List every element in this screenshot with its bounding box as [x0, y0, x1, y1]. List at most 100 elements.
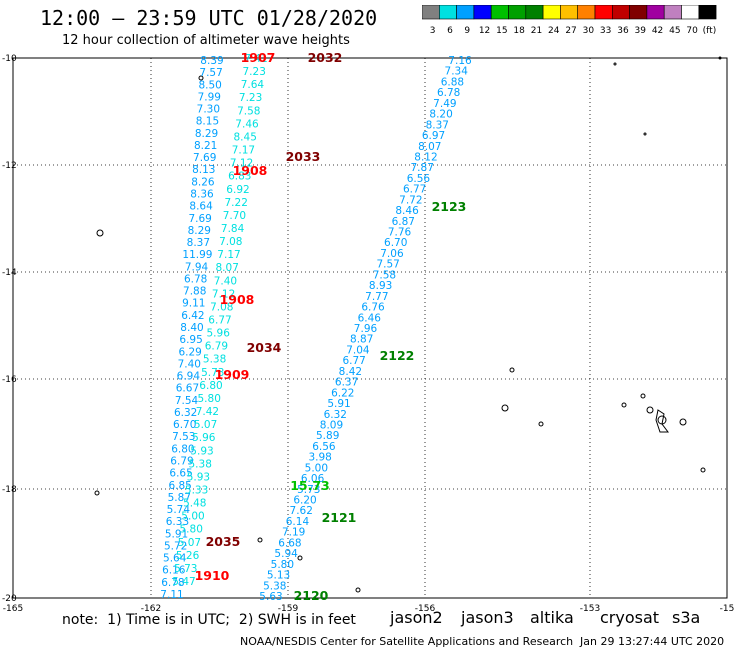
- wave-height-value: 8.07: [216, 262, 239, 274]
- wave-height-value: 7.46: [235, 118, 259, 130]
- wave-height-value: 7.76: [388, 227, 412, 239]
- wave-height-value: 6.80: [171, 443, 194, 455]
- wave-height-value: 5.64: [163, 553, 187, 565]
- wave-height-value: 7.08: [219, 236, 242, 248]
- x-tick-label: -153: [580, 604, 600, 614]
- wave-height-value: 7.70: [223, 210, 246, 222]
- wave-height-value: 8.29: [188, 225, 211, 237]
- wave-height-value: 5.91: [165, 528, 188, 540]
- wave-height-value: 7.49: [433, 98, 456, 110]
- x-tick-label: -156: [415, 604, 436, 614]
- wave-height-value: 8.93: [369, 280, 392, 292]
- wave-height-value: 7.94: [185, 261, 209, 273]
- wave-height-value: 7.58: [373, 269, 396, 281]
- wave-height-value: 6.95: [179, 334, 202, 346]
- wave-height-value: 8.50: [198, 79, 221, 91]
- wave-height-value: 6.32: [324, 409, 347, 421]
- wave-height-value: 5.38: [189, 458, 212, 470]
- wave-height-value: 5.93: [187, 471, 210, 483]
- wave-height-value: 6.76: [361, 302, 385, 314]
- wave-height-value: 5.80: [271, 559, 294, 571]
- wave-height-value: 6.22: [331, 387, 354, 399]
- wave-height-value: 5.96: [207, 328, 231, 340]
- wave-height-value: 6.32: [174, 407, 197, 419]
- wave-height-value: 7.11: [160, 589, 183, 601]
- pass-time-label: 2033: [286, 149, 321, 164]
- wave-height-value: 7.42: [196, 406, 219, 418]
- footer-note: note: 1) Time is in UTC; 2) SWH is in fe…: [62, 612, 356, 628]
- wave-height-value: 6.85: [168, 480, 191, 492]
- wave-height-value: 6.77: [208, 315, 231, 327]
- wave-height-value: 5.47: [172, 576, 195, 588]
- wave-height-value: 5.73: [297, 484, 320, 496]
- y-tick-label: -18: [2, 485, 17, 495]
- wave-height-value: 7.17: [232, 145, 255, 157]
- wave-height-value: 8.37: [187, 237, 210, 249]
- wave-height-value: 6.78: [161, 577, 184, 589]
- wave-height-value: 5.26: [176, 550, 200, 562]
- wave-height-value: 6.29: [178, 346, 201, 358]
- wave-height-value: 8.13: [192, 164, 215, 176]
- wave-height-value: 7.87: [411, 162, 434, 174]
- wave-height-value: 8.64: [189, 201, 213, 213]
- legend-swatch: [698, 5, 717, 20]
- pass-time-label: 2121: [322, 510, 357, 525]
- legend-label: 45: [669, 26, 680, 36]
- wave-height-value: 7.41: [244, 53, 267, 65]
- wave-height-value: 7.88: [183, 286, 206, 298]
- wave-height-value: 6.92: [226, 184, 249, 196]
- island-outlines: [94, 56, 722, 593]
- wave-height-value: 9.11: [182, 298, 205, 310]
- wave-height-value: 6.87: [392, 216, 415, 228]
- grid-lines: [13, 58, 727, 598]
- legend-label: 42: [652, 26, 663, 36]
- wave-height-value: 8.26: [191, 176, 215, 188]
- wave-height-value: 6.77: [342, 355, 365, 367]
- wave-height-value: 7.64: [241, 79, 265, 91]
- wave-height-value: 8.36: [190, 189, 214, 201]
- legend-sat-jason3: jason3: [461, 608, 514, 627]
- legend-label: 21: [531, 26, 542, 36]
- wave-height-value: 6.06: [301, 473, 325, 485]
- x-tick-label: -165: [3, 604, 23, 614]
- wave-height-value: 8.39: [200, 55, 223, 67]
- wave-height-value: 6.77: [403, 184, 426, 196]
- wave-height-value: 7.96: [354, 323, 378, 335]
- wave-height-value: 6.97: [422, 130, 445, 142]
- legend-label: 18: [513, 26, 525, 36]
- color-legend: 3 6 9 12 15 18 21 24 27 30 33 36 39 42 45 70 (ft): [422, 5, 717, 36]
- wave-height-value: 6.68: [278, 537, 301, 549]
- wave-height-value: 5.80: [180, 524, 203, 536]
- wave-height-value: 5.93: [190, 445, 213, 457]
- legend-sat-altika: altika: [530, 608, 574, 627]
- wave-height-value: 5.63: [259, 591, 282, 603]
- legend-label: 3: [430, 26, 436, 36]
- wave-height-value: 8.45: [234, 131, 257, 143]
- x-tick-label: -159: [278, 604, 299, 614]
- wave-height-value: 3.98: [308, 452, 331, 464]
- legend-label: (ft): [703, 26, 717, 36]
- wave-height-value: 5.13: [267, 570, 290, 582]
- wave-height-value: 8.42: [339, 366, 362, 378]
- legend-label: 27: [565, 26, 576, 36]
- legend-label: 30: [583, 26, 595, 36]
- wave-height-value: 7.19: [282, 527, 305, 539]
- legend-sat-jason2: jason2: [390, 608, 443, 627]
- wave-height-value: 7.58: [237, 105, 260, 117]
- wave-height-value: 5.48: [183, 498, 206, 510]
- footer-credit: NOAA/NESDIS Center for Satellite Applica…: [240, 635, 574, 648]
- wave-height-value: 6.20: [293, 495, 316, 507]
- wave-height-value: 8.21: [194, 140, 217, 152]
- wave-height-value: 8.40: [180, 322, 203, 334]
- wave-height-value: 6.70: [384, 237, 407, 249]
- wave-height-value: 7.30: [197, 104, 220, 116]
- wave-height-value: 5.73: [174, 563, 197, 575]
- legend-label: 39: [635, 26, 647, 36]
- footer-timestamp: Jan 29 13:27:44 UTC 2020: [580, 635, 725, 648]
- wave-height-value: 5.73: [201, 367, 224, 379]
- wave-height-value: 5.91: [327, 398, 350, 410]
- wave-height-value: 5.94: [274, 548, 298, 560]
- legend-sat-cryosat: cryosat: [600, 608, 660, 627]
- wave-height-value: 7.08: [210, 301, 233, 313]
- legend-sat-s3a: s3a: [672, 608, 701, 627]
